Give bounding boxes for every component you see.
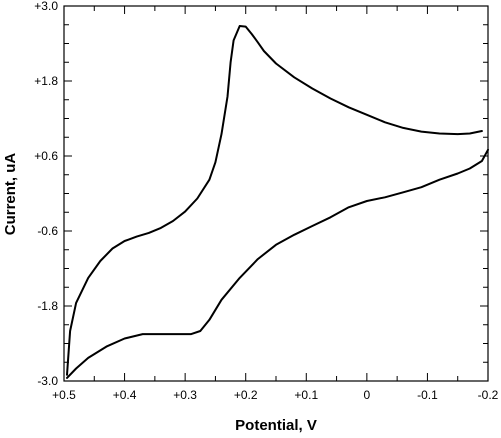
x-axis-title: Potential, V (235, 417, 317, 434)
x-tick-label: +0.4 (113, 388, 137, 402)
y-tick-label: -1.8 (37, 299, 58, 313)
axis-ticks (63, 5, 489, 382)
x-tick-label: -0.1 (417, 388, 438, 402)
x-tick-label: -0.2 (478, 388, 499, 402)
x-tick-label: 0 (364, 388, 371, 402)
y-tick-label: +1.8 (34, 74, 58, 88)
series-group (66, 25, 489, 379)
cathodic-scan-line (66, 148, 489, 379)
anodic-scan-line (66, 25, 483, 376)
y-tick-label: -0.6 (37, 224, 58, 238)
x-tick-label: +0.2 (234, 388, 258, 402)
y-axis-title: Current, uA (2, 153, 19, 236)
y-tick-label: +0.6 (34, 149, 58, 163)
tick-labels: +0.5 +0.4 +0.3 +0.2 +0.1 0 -0.1 -0.2 +3.0 +1.8 +0.… (34, 0, 498, 402)
y-tick-label: +3.0 (34, 0, 58, 13)
x-tick-label: +0.3 (173, 388, 197, 402)
x-tick-label: +0.5 (52, 388, 76, 402)
x-tick-label: +0.1 (294, 388, 318, 402)
y-tick-label: -3.0 (37, 374, 58, 388)
